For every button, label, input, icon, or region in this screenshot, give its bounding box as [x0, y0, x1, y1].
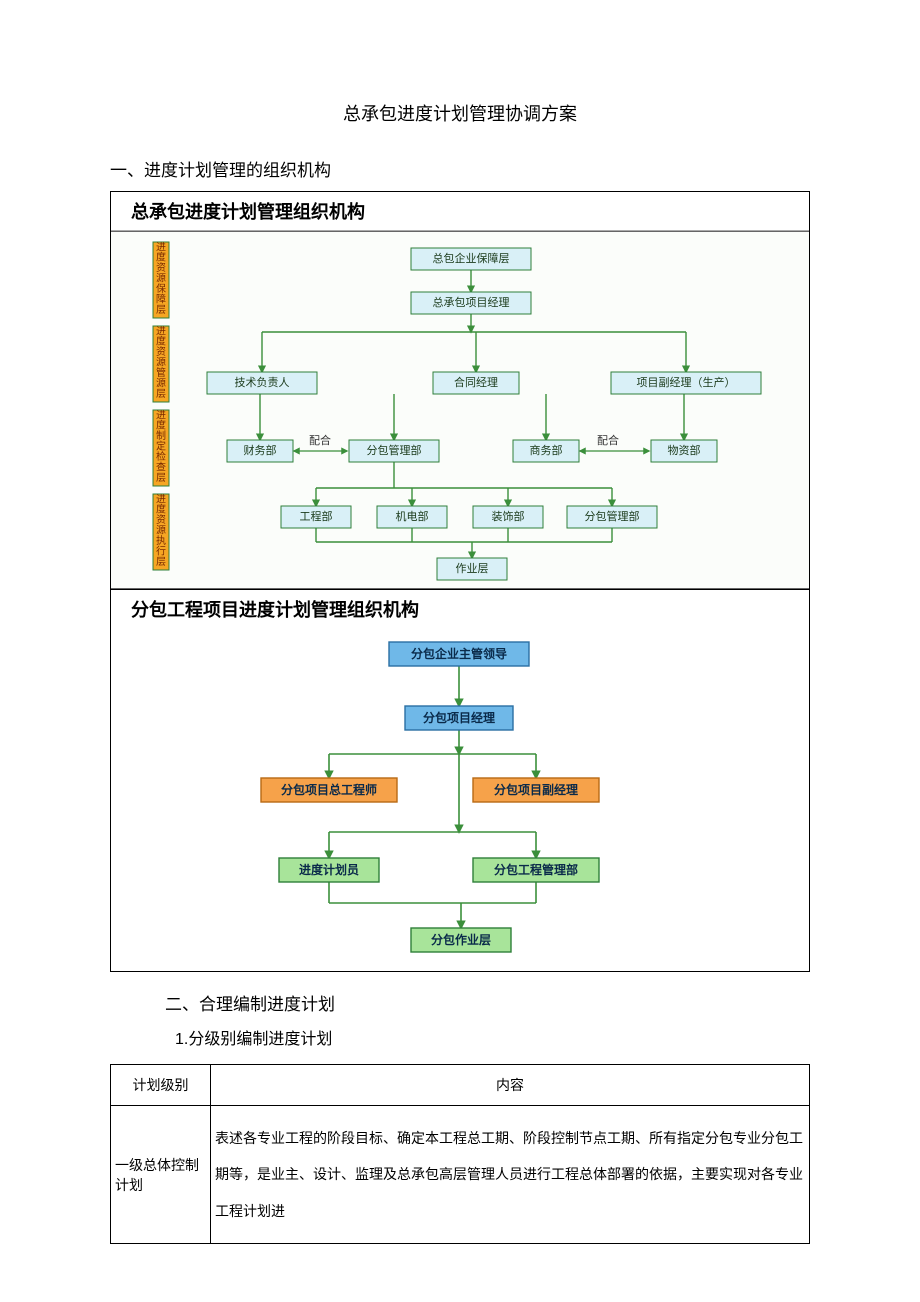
svg-text:资: 资 [156, 514, 166, 526]
svg-text:配合: 配合 [597, 433, 619, 447]
diagram1-body: 进度资源保障层进度资源管源层进度制定检查层进度资源执行层总包企业保障层总承包项目… [111, 231, 809, 589]
section1-heading: 一、进度计划管理的组织机构 [110, 156, 810, 181]
cell-content: 表述各专业工程的阶段目标、确定本工程总工期、阶段控制节点工期、所有指定分包专业分… [211, 1106, 810, 1244]
svg-text:行: 行 [156, 544, 166, 557]
svg-text:进: 进 [156, 493, 166, 505]
table-row: 一级总体控制计划 表述各专业工程的阶段目标、确定本工程总工期、阶段控制节点工期、… [111, 1106, 810, 1244]
svg-text:合同经理: 合同经理 [454, 375, 498, 389]
svg-text:项目副经理（生产）: 项目副经理（生产） [637, 375, 736, 389]
svg-text:进: 进 [156, 325, 166, 337]
svg-text:进度计划员: 进度计划员 [299, 862, 359, 877]
doc-title: 总承包进度计划管理协调方案 [110, 100, 810, 126]
diagram2-svg: 分包企业主管领导分包项目经理分包项目总工程师 分包项目副经理进度计划员 分包工程管理… [111, 628, 809, 966]
diagram1-title: 总承包进度计划管理组织机构 [111, 192, 809, 231]
svg-text:定: 定 [156, 440, 166, 453]
diagram2-section: 分包工程项目进度计划管理组织机构 分包企业主管领导分包项目经理分包项目总工程师分… [111, 589, 809, 971]
table-header-row: 计划级别 内容 [111, 1065, 810, 1106]
svg-text:分包管理部: 分包管理部 [585, 509, 640, 523]
svg-text:进: 进 [156, 241, 166, 253]
svg-text:层: 层 [156, 388, 166, 400]
svg-text:度: 度 [156, 419, 166, 432]
svg-text:分包项目经理: 分包项目经理 [423, 710, 495, 725]
svg-text:度: 度 [156, 251, 166, 264]
svg-text:装饰部: 装饰部 [492, 509, 525, 523]
svg-text:商务部: 商务部 [530, 443, 563, 457]
svg-text:源: 源 [156, 376, 166, 389]
svg-text:层: 层 [156, 304, 166, 316]
svg-text:检: 检 [156, 450, 166, 463]
svg-text:查: 查 [156, 460, 166, 473]
svg-text:总承包项目经理: 总承包项目经理 [433, 295, 510, 309]
subsection21-heading: 1.分级别编制进度计划 [175, 1025, 810, 1049]
svg-text:源: 源 [156, 524, 166, 537]
svg-text:障: 障 [156, 292, 166, 305]
th-content: 内容 [211, 1065, 810, 1106]
svg-text:制: 制 [156, 429, 166, 442]
svg-text:度: 度 [156, 335, 166, 348]
svg-text:分包项目副经理: 分包项目副经理 [494, 782, 578, 797]
cell-level: 一级总体控制计划 [111, 1106, 211, 1244]
svg-text:资: 资 [156, 346, 166, 358]
svg-text:分包项目总工程师: 分包项目总工程师 [281, 782, 377, 797]
svg-text:技术负责人: 技术负责人 [235, 375, 290, 389]
svg-text:层: 层 [156, 472, 166, 484]
svg-text:分包管理部: 分包管理部 [367, 443, 422, 457]
svg-text:总包企业保障层: 总包企业保障层 [433, 251, 510, 265]
svg-text:度: 度 [156, 503, 166, 516]
svg-text:配合: 配合 [309, 433, 331, 447]
section2-heading: 二、合理编制进度计划 [165, 990, 810, 1015]
svg-text:财务部: 财务部 [244, 443, 277, 457]
diagram2-title: 分包工程项目进度计划管理组织机构 [111, 590, 809, 628]
svg-text:分包作业层: 分包作业层 [431, 932, 491, 947]
svg-text:源: 源 [156, 356, 166, 369]
svg-text:工程部: 工程部 [300, 509, 333, 523]
svg-text:资: 资 [156, 262, 166, 274]
svg-text:作业层: 作业层 [456, 562, 489, 575]
diagram1-svg: 进度资源保障层进度资源管源层进度制定检查层进度资源执行层总包企业保障层总承包项目… [111, 232, 809, 588]
org-diagram-container: 总承包进度计划管理组织机构 进度资源保障层进度资源管源层进度制定检查层进度资源执… [110, 191, 810, 972]
svg-text:进: 进 [156, 409, 166, 421]
svg-text:执: 执 [156, 534, 166, 547]
svg-text:分包企业主管领导: 分包企业主管领导 [411, 646, 507, 661]
th-level: 计划级别 [111, 1065, 211, 1106]
svg-text:保: 保 [156, 282, 166, 295]
svg-text:物资部: 物资部 [668, 443, 701, 457]
plan-table: 计划级别 内容 一级总体控制计划 表述各专业工程的阶段目标、确定本工程总工期、阶… [110, 1064, 810, 1244]
svg-text:层: 层 [156, 556, 166, 568]
svg-text:源: 源 [156, 272, 166, 285]
svg-text:分包工程管理部: 分包工程管理部 [494, 862, 578, 877]
svg-text:管: 管 [156, 366, 166, 379]
svg-text:机电部: 机电部 [396, 509, 429, 523]
